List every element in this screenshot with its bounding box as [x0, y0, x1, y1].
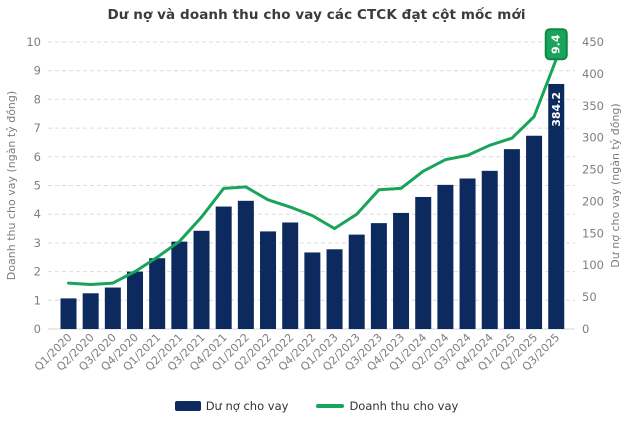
last-line-value-label-box — [544, 28, 568, 61]
bar-Q3/2021 — [193, 230, 210, 329]
left-axis-tick-label: 5 — [34, 179, 41, 193]
bar-Q1/2024 — [415, 196, 432, 329]
right-axis-title: Dư nợ cho vay (ngàn tỷ đồng) — [609, 103, 622, 267]
bar-Q3/2024 — [459, 178, 476, 329]
bar-Q1/2025 — [503, 149, 520, 329]
bar-Q3/2023 — [370, 223, 387, 329]
bar-Q2/2025 — [526, 135, 543, 329]
bar-Q2/2020 — [82, 293, 99, 329]
right-axis-tick-label: 0 — [582, 322, 589, 336]
legend: Dư nợ cho vay Doanh thu cho vay — [0, 395, 633, 417]
right-axis-tick-label: 400 — [582, 67, 604, 81]
right-axis-tick-label: 450 — [582, 35, 604, 49]
right-axis-tick-label: 50 — [582, 290, 597, 304]
bar-Q4/2021 — [215, 206, 232, 329]
left-axis-tick-label: 10 — [26, 35, 41, 49]
bar-Q1/2023 — [326, 249, 343, 329]
bar-Q4/2020 — [127, 271, 144, 329]
revenue-line — [67, 57, 558, 287]
bar-Q1/2021 — [149, 258, 166, 329]
bar-Q4/2022 — [304, 252, 321, 329]
right-axis-tick-label: 300 — [582, 131, 604, 145]
bar-Q3/2022 — [282, 222, 299, 329]
bar-Q1/2020 — [60, 298, 77, 329]
bar-Q3/2020 — [104, 287, 121, 329]
bar-Q2/2024 — [437, 184, 454, 329]
bar-Q2/2022 — [260, 231, 277, 329]
legend-item-du-no-cho-vay[interactable]: Dư nợ cho vay — [174, 399, 289, 413]
right-axis-tick-label: 150 — [582, 226, 604, 240]
left-axis-tick-label: 7 — [34, 121, 41, 135]
chart-svg: 012345678910050100150200250300350400450D… — [5, 28, 622, 374]
bar-Q4/2023 — [393, 212, 410, 329]
right-axis-tick-label: 100 — [582, 258, 604, 272]
right-axis-tick-label: 250 — [582, 163, 604, 177]
last-line-value-label: 9.4 — [550, 34, 563, 54]
left-axis-tick-label: 6 — [34, 150, 41, 164]
bar-Q3/2025 — [548, 83, 565, 329]
left-axis-tick-label: 2 — [34, 265, 41, 279]
right-axis-tick-label: 350 — [582, 99, 604, 113]
bar-Q2/2021 — [171, 241, 188, 329]
left-axis-tick-label: 3 — [34, 236, 41, 250]
bar-Q1/2022 — [237, 200, 254, 329]
left-axis-tick-label: 9 — [34, 64, 41, 78]
bar-Q2/2023 — [348, 234, 365, 329]
left-axis-tick-label: 8 — [34, 92, 41, 106]
bar-Q4/2024 — [481, 170, 498, 329]
left-axis-tick-label: 0 — [34, 322, 41, 336]
chart-title: Dư nợ và doanh thu cho vay các CTCK đạt … — [107, 7, 526, 23]
left-axis-title: Doanh thu cho vay (ngàn tỷ đồng) — [5, 91, 18, 280]
legend-label-doanh-thu-cho-vay: Doanh thu cho vay — [349, 399, 459, 413]
line-series-swatch — [316, 404, 345, 408]
bar-series-swatch — [174, 401, 201, 411]
legend-item-doanh-thu-cho-vay[interactable]: Doanh thu cho vay — [316, 399, 458, 413]
last-bar-value-label: 384.2 — [550, 92, 563, 127]
legend-label-du-no-cho-vay: Dư nợ cho vay — [205, 399, 289, 413]
left-axis-tick-label: 4 — [34, 207, 41, 221]
right-axis-tick-label: 200 — [582, 194, 604, 208]
left-axis-tick-label: 1 — [34, 293, 41, 307]
